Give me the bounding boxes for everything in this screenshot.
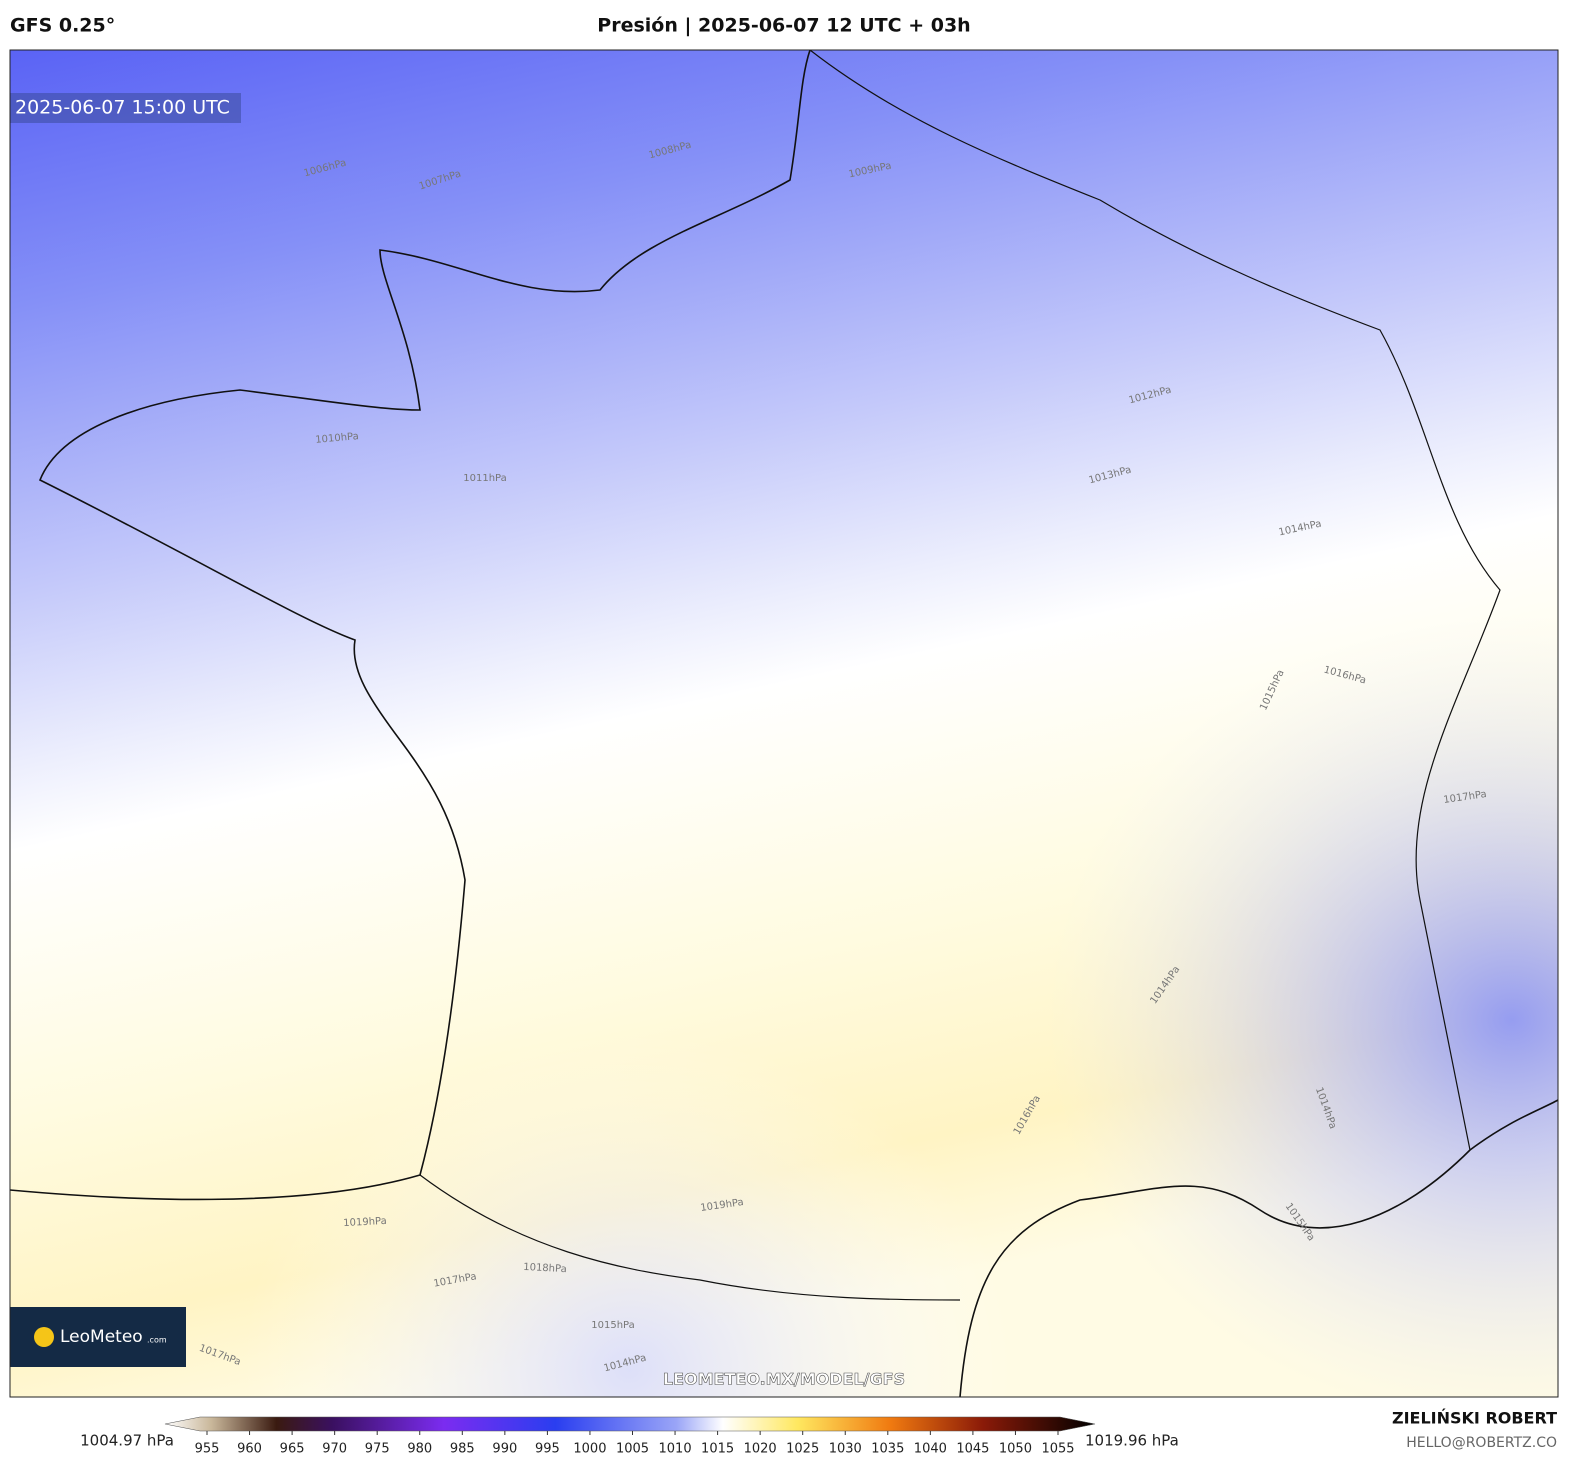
contour-label: 1019hPa — [343, 1216, 387, 1229]
colorbar-tick-label: 985 — [450, 1442, 475, 1457]
colorbar-tick-label: 1050 — [999, 1442, 1032, 1457]
logo-name: LeoMeteo — [60, 1327, 143, 1347]
contact: HELLO@ROBERTZ.CO — [1406, 1435, 1557, 1451]
pressure-field — [10, 50, 1558, 1397]
colorbar-tick-label: 1020 — [744, 1442, 777, 1457]
colorbar-tick-label: 1035 — [871, 1442, 904, 1457]
colorbar-tick-label: 1015 — [701, 1442, 734, 1457]
colorbar-tick-label: 995 — [535, 1442, 560, 1457]
colorbar-tick-label: 1025 — [786, 1442, 819, 1457]
colorbar-tick-label: 1055 — [1041, 1442, 1074, 1457]
colorbar-tick-label: 990 — [492, 1442, 517, 1457]
colorbar-tick-label: 955 — [195, 1442, 220, 1457]
colorbar-tick-label: 1040 — [914, 1442, 947, 1457]
colorbar: 1004.97 hPa 1019.96 hPa 955 960 965 970 975 9… — [80, 1416, 1179, 1457]
logo-suffix: .com — [147, 1336, 167, 1345]
colorbar-tick-label: 970 — [322, 1442, 347, 1457]
coastline — [959, 1099, 1559, 1398]
colorbar-tick-label: 960 — [237, 1442, 262, 1457]
valid-time: 2025-06-07 15:00 UTC — [15, 97, 230, 119]
model-name: GFS 0.25° — [10, 15, 115, 37]
colorbar-tick-label: 1000 — [573, 1442, 606, 1457]
border — [809, 49, 1501, 1151]
colorbar-tick-label: 975 — [365, 1442, 390, 1457]
map-frame — [9, 49, 1559, 1398]
colorbar-tick-label: 1045 — [956, 1442, 989, 1457]
border — [419, 1174, 961, 1301]
contour-label: 1010hPa — [315, 431, 359, 446]
colorbar-tick-label: 1005 — [616, 1442, 649, 1457]
time-badge — [10, 93, 241, 123]
contour-label: 1018hPa — [523, 1262, 567, 1275]
contour-label: 1015hPa — [591, 1320, 635, 1331]
coastline — [9, 49, 811, 1201]
author: ZIELIŃSKI ROBERT — [1392, 1409, 1557, 1428]
map: 1006hPa1007hPa1008hPa1009hPa1010hPa1011h… — [9, 49, 1559, 1398]
colorbar-tick-label: 1010 — [659, 1442, 692, 1457]
watermark: LEOMETEO.MX/MODEL/GFS — [663, 1370, 905, 1389]
title: Presión | 2025-06-07 12 UTC + 03h — [597, 15, 970, 37]
colorbar-bar — [164, 1416, 1096, 1432]
colorbar-min: 1004.97 hPa — [80, 1432, 174, 1450]
colorbar-tick-label: 980 — [407, 1442, 432, 1457]
colorbar-tick-label: 1030 — [829, 1442, 862, 1457]
contour-label: 1011hPa — [463, 473, 507, 484]
colorbar-tick-label: 965 — [280, 1442, 305, 1457]
colorbar-max: 1019.96 hPa — [1085, 1432, 1179, 1450]
logo-sun — [34, 1327, 54, 1347]
